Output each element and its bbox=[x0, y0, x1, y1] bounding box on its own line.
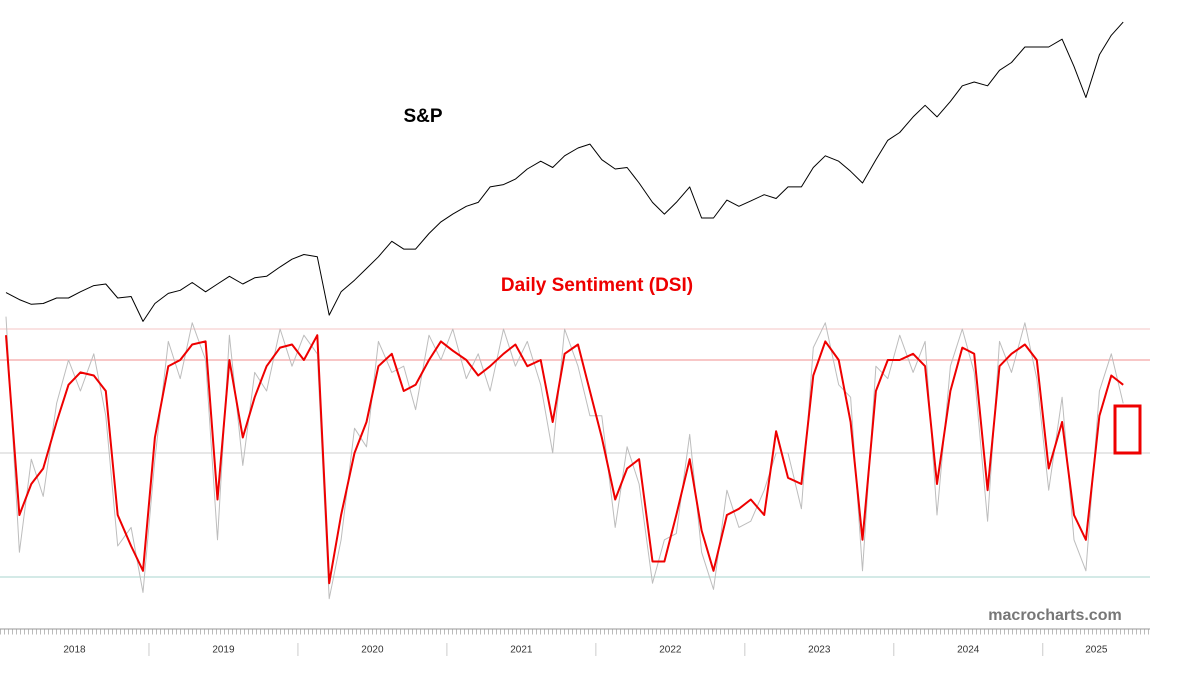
series-line bbox=[5, 21, 1124, 322]
x-tick-label: 2021 bbox=[510, 645, 533, 656]
x-tick-label: 2025 bbox=[1085, 645, 1108, 656]
series-line bbox=[5, 334, 1124, 585]
plot-area bbox=[0, 21, 1150, 600]
x-tick-label: 2019 bbox=[212, 645, 235, 656]
series-line bbox=[5, 316, 1124, 600]
x-tick-label: 2022 bbox=[659, 645, 682, 656]
watermark: macrocharts.com bbox=[988, 607, 1121, 624]
highlight-box bbox=[1113, 404, 1142, 455]
x-tick-label: 2020 bbox=[361, 645, 384, 656]
x-tick-label: 2024 bbox=[957, 645, 980, 656]
sp-label: S&P bbox=[403, 106, 442, 127]
x-tick-label: 2018 bbox=[63, 645, 86, 656]
dsi-label: Daily Sentiment (DSI) bbox=[501, 275, 693, 296]
x-tick-label: 2023 bbox=[808, 645, 831, 656]
